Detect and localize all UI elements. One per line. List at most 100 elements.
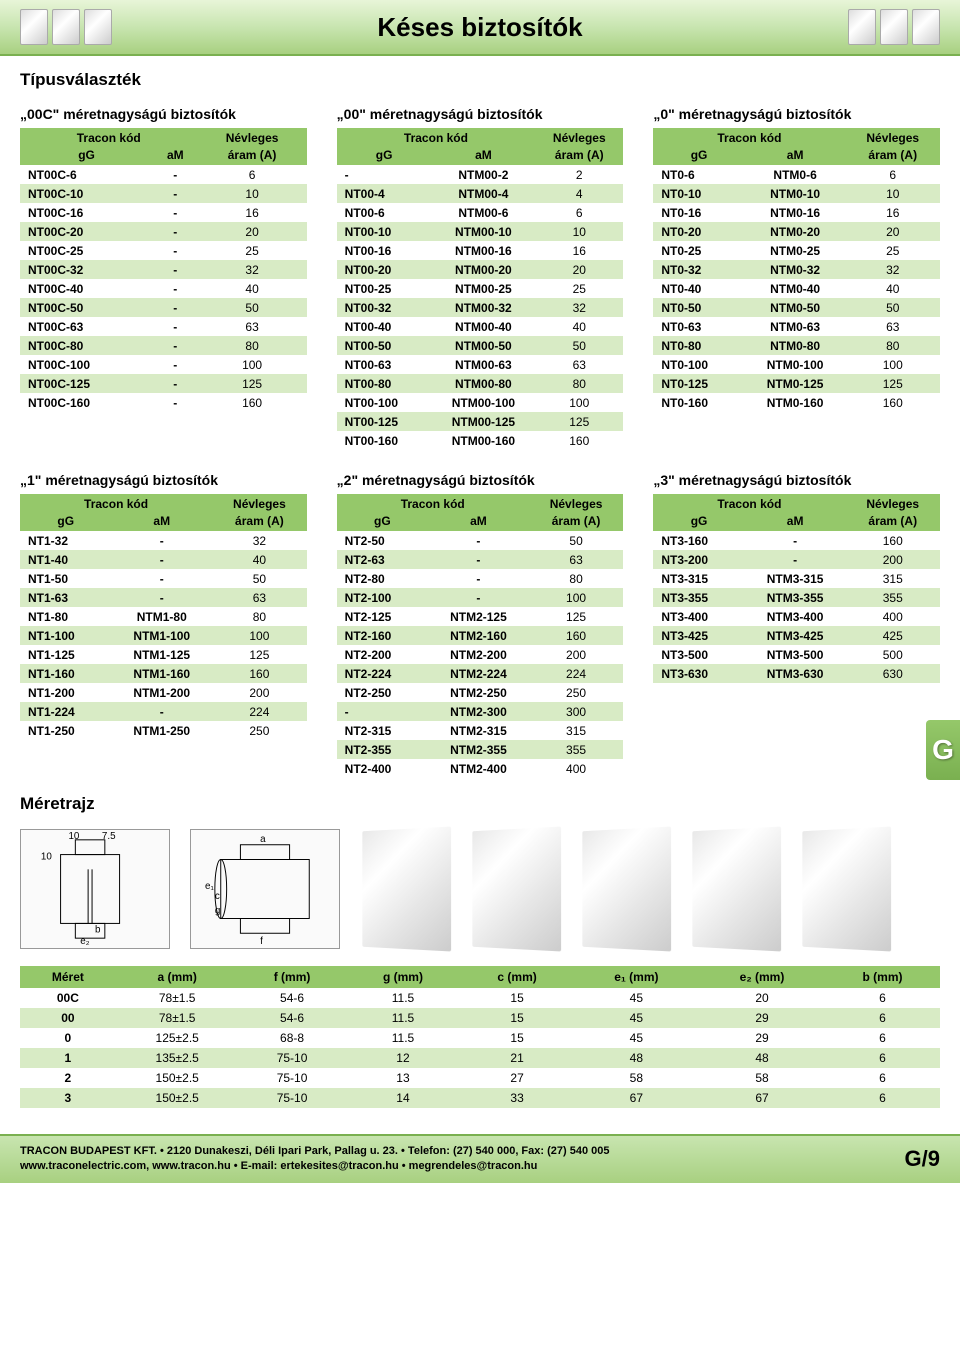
table-row: NT00-100NTM00-100100 [337,393,624,412]
table-cell: 45 [574,1028,699,1048]
table-cell: - [153,393,197,412]
table-cell: 200 [529,645,624,664]
table-row: NT3-500NTM3-500500 [653,645,940,664]
table-row: -NTM00-22 [337,165,624,184]
col-header: áram (A) [529,514,624,531]
table-cell: 13 [346,1068,461,1088]
table-row: NT1-32-32 [20,531,307,550]
table-cell: 100 [529,588,624,607]
table-cell: NTM3-355 [745,588,846,607]
table-cell: NT00-160 [337,431,432,450]
table-cell: NTM0-160 [745,393,846,412]
table-cell: 45 [574,1008,699,1028]
table-cell: 6 [535,203,623,222]
table-cell: 80 [845,336,940,355]
table-row: NT3-400NTM3-400400 [653,607,940,626]
table-cell: NT1-200 [20,683,111,702]
table-cell: NT00-50 [337,336,432,355]
table-row: NT0-160NTM0-160160 [653,393,940,412]
table-row: NT0-32NTM0-3232 [653,260,940,279]
table-cell: 48 [699,1048,825,1068]
table-row: NT00C-40-40 [20,279,307,298]
data-table: Tracon kódNévlegesgGaMáram (A)NT3-160-16… [653,494,940,683]
table-cell: NTM00-4 [432,184,536,203]
table-cell: NTM00-100 [432,393,536,412]
table-cell: 425 [845,626,940,645]
table-cell: NT1-32 [20,531,111,550]
table-cell: 224 [212,702,307,721]
fuse-photo [362,827,451,952]
table-cell: NTM00-50 [432,336,536,355]
table-cell: NT1-50 [20,569,111,588]
table-row: NT1-40-40 [20,550,307,569]
table-cell: NT0-10 [653,184,744,203]
table-cell: 16 [197,203,306,222]
table-row: NT00-80NTM00-8080 [337,374,624,393]
table-cell: NTM0-125 [745,374,846,393]
table-cell: 6 [825,988,940,1008]
table-cell: NTM2-160 [428,626,529,645]
table-cell: 16 [845,203,940,222]
table-row: NT0-25NTM0-2525 [653,241,940,260]
table-row: NT00C-10-10 [20,184,307,203]
table-row: 00C78±1.554-611.51545206 [20,988,940,1008]
table-cell: NT00C-40 [20,279,153,298]
svg-text:b: b [95,924,101,935]
table-row: NT00C-32-32 [20,260,307,279]
table-cell: 68-8 [239,1028,346,1048]
table-cell: - [428,588,529,607]
table-cell: 40 [197,279,306,298]
table-cell: 160 [535,431,623,450]
footer-line-2: www.traconelectric.com, www.tracon.hu • … [20,1159,610,1174]
dim-images-row: 10 7.5 10 b e₂ a e₁ c [20,824,940,954]
col-header: e₁ (mm) [574,966,699,988]
table-row: NT2-250NTM2-250250 [337,683,624,702]
table-cell: - [153,184,197,203]
table-cell: 63 [212,588,307,607]
table-cell: - [153,222,197,241]
table-cell: 150±2.5 [116,1068,239,1088]
table-row: NT2-400NTM2-400400 [337,759,624,778]
table-cell: NT00-6 [337,203,432,222]
fuse-photo [582,827,671,952]
table-row: NT2-50-50 [337,531,624,550]
col-header: áram (A) [212,514,307,531]
table-cell: NT00-32 [337,298,432,317]
dimensions-section: Méretrajz 10 7.5 10 b e₂ [20,794,940,1108]
table-cell: NT0-80 [653,336,744,355]
table-cell: NT00-125 [337,412,432,431]
table-cell: 32 [197,260,306,279]
table-cell: - [153,355,197,374]
table-cell: 78±1.5 [116,988,239,1008]
col-header: gG [337,148,432,165]
table-cell: NT00C-25 [20,241,153,260]
table-cell: - [428,569,529,588]
dim-section-title: Méretrajz [20,794,940,814]
table-cell: 10 [197,184,306,203]
table-cell: NTM0-32 [745,260,846,279]
table-cell: 125 [845,374,940,393]
table-cell: 15 [460,1028,573,1048]
table-cell: NTM00-20 [432,260,536,279]
table-row: NT2-80-80 [337,569,624,588]
table-cell: NTM3-400 [745,607,846,626]
table-cell: NT2-100 [337,588,428,607]
table-cell: NT0-32 [653,260,744,279]
table-cell: 32 [535,298,623,317]
table-cell: - [745,550,846,569]
fuse-icon [912,9,940,45]
table-row: NT0-100NTM0-100100 [653,355,940,374]
svg-text:f: f [260,936,263,947]
table-cell: 10 [535,222,623,241]
section-tab: G [926,720,960,780]
table-cell: 400 [529,759,624,778]
table-cell: - [428,550,529,569]
table-cell: 100 [535,393,623,412]
data-table: Tracon kódNévlegesgGaMáram (A)NT1-32-32N… [20,494,307,740]
table-cell: 80 [212,607,307,626]
table-cell: NT0-63 [653,317,744,336]
table-row: NT3-160-160 [653,531,940,550]
table-row: NT00C-63-63 [20,317,307,336]
table-cell: NT2-400 [337,759,428,778]
fuse-photo [472,827,561,952]
